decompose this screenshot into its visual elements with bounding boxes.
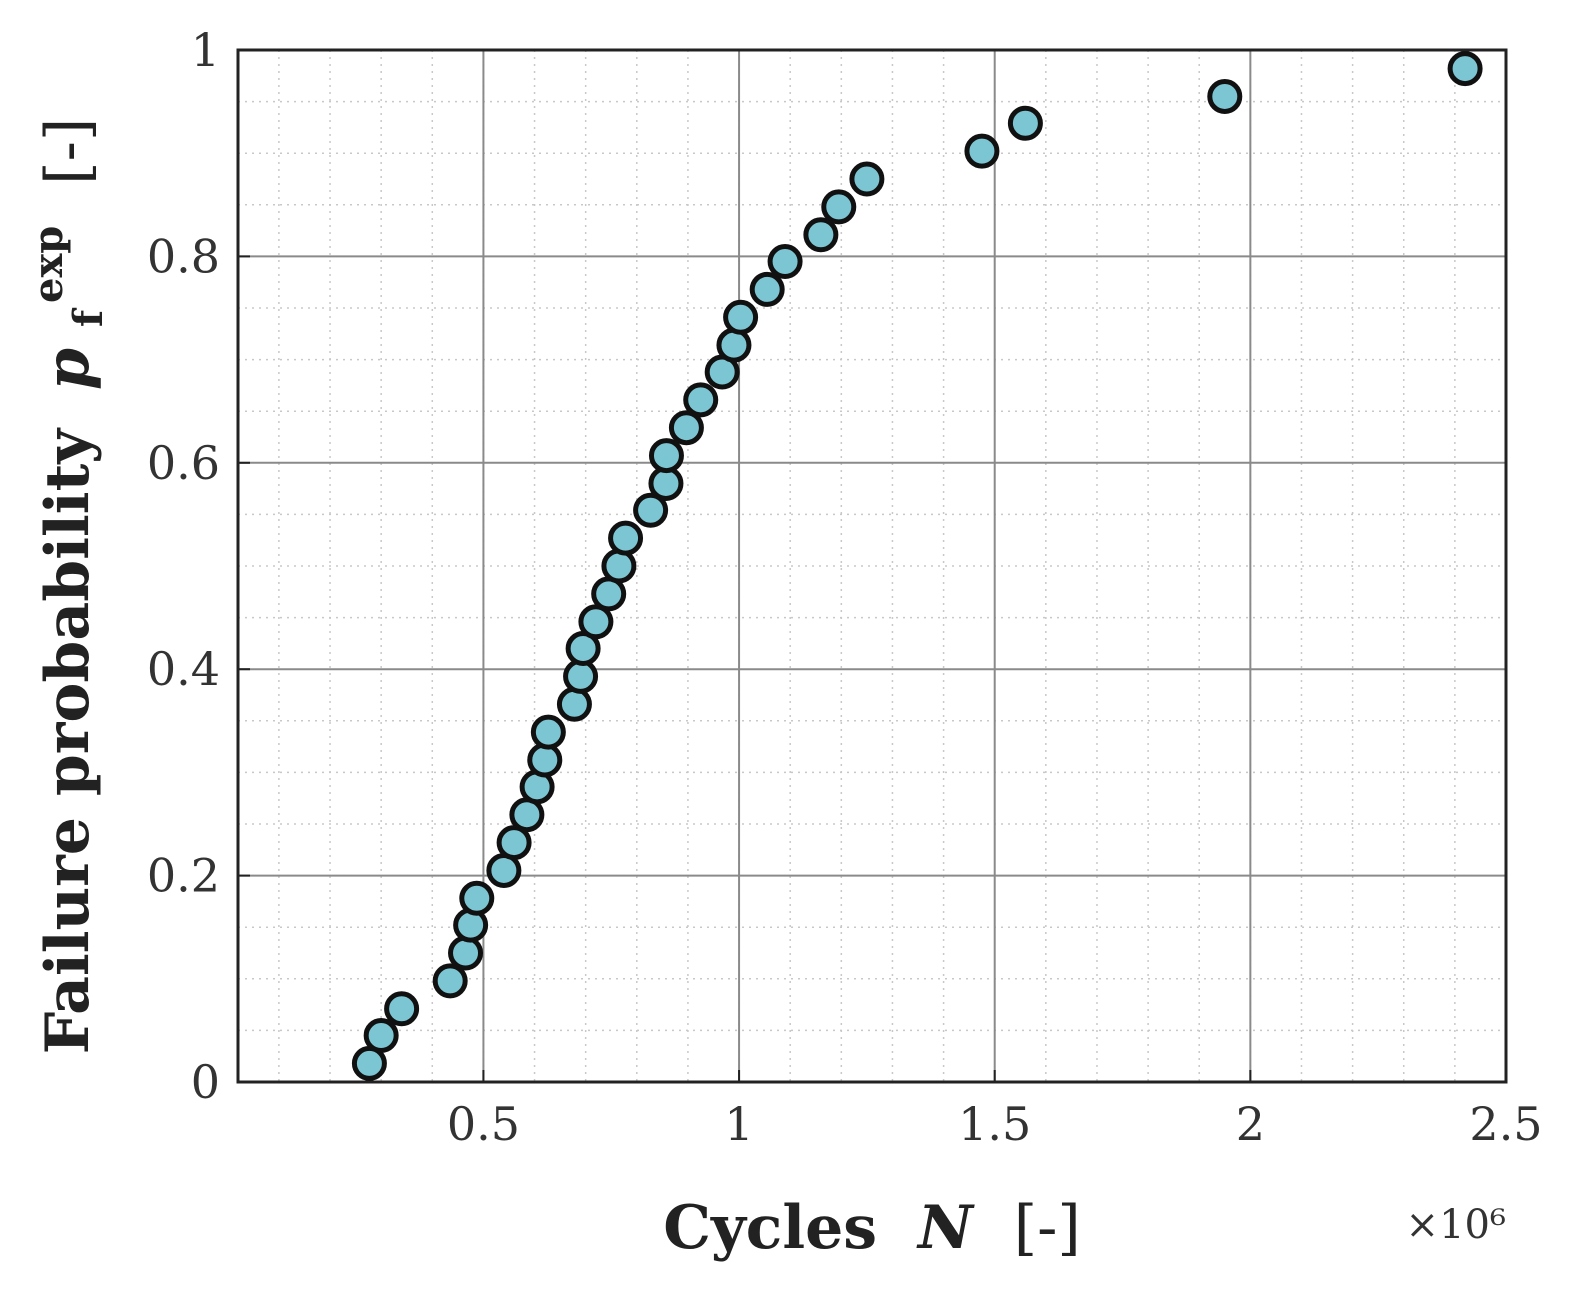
data-points <box>351 51 1483 1081</box>
y-tick-label: 0.2 <box>147 849 220 903</box>
data-point <box>496 825 532 861</box>
x-axis-ticks: 0.5 1 1.5 2 2.5 <box>447 1070 1543 1151</box>
data-point <box>964 133 1000 169</box>
y-axis-label: Failure probability p f exp [-] <box>7 118 117 1055</box>
data-point <box>363 1018 399 1054</box>
data-point <box>601 548 637 584</box>
data-point <box>608 520 644 556</box>
data-point <box>749 271 785 307</box>
minor-grid <box>238 50 1506 1082</box>
y-axis-ticks: 0 0.2 0.4 0.6 0.8 1 <box>147 23 250 1109</box>
data-point <box>384 991 420 1027</box>
y-tick-label: 0 <box>191 1055 220 1109</box>
data-point <box>563 658 599 694</box>
data-point <box>1007 105 1043 141</box>
y-tick-label: 0.8 <box>147 229 220 283</box>
data-point <box>648 438 684 474</box>
data-point <box>1447 51 1483 87</box>
data-point <box>432 963 468 999</box>
y-axis-label-variable: p <box>33 348 103 390</box>
data-point <box>803 217 839 253</box>
data-point <box>459 880 495 916</box>
x-axis-exponent: ×10⁶ <box>1406 1202 1506 1248</box>
y-tick-label: 0.4 <box>147 642 220 696</box>
data-point <box>1207 78 1243 114</box>
y-axis-label-superscript: exp <box>25 226 72 303</box>
data-point <box>578 604 614 640</box>
data-point <box>668 410 704 446</box>
data-point <box>448 935 484 971</box>
data-point <box>527 742 563 778</box>
y-tick-label: 1 <box>191 23 220 77</box>
x-axis-label-variable: N <box>916 1193 975 1263</box>
x-tick-label: 1.5 <box>958 1097 1031 1151</box>
data-point <box>633 492 669 528</box>
data-point <box>556 686 592 722</box>
major-grid <box>238 50 1506 1082</box>
data-point <box>767 244 803 280</box>
x-tick-label: 0.5 <box>447 1097 520 1151</box>
x-axis-label-text: Cycles <box>663 1193 877 1263</box>
x-axis-label: Cycles N [-] <box>663 1193 1081 1263</box>
data-point <box>821 189 857 225</box>
x-axis-label-unit: [-] <box>1014 1193 1081 1263</box>
data-point <box>716 327 752 363</box>
y-axis-label-subscript: f <box>65 307 112 327</box>
data-point <box>849 161 885 197</box>
y-axis-label-text: Failure probability <box>33 427 103 1055</box>
data-point <box>530 714 566 750</box>
data-point <box>683 382 719 418</box>
x-tick-label: 2.5 <box>1469 1097 1542 1151</box>
x-tick-label: 2 <box>1236 1097 1265 1151</box>
plot-frame <box>236 48 1508 1084</box>
data-point <box>723 299 759 335</box>
x-tick-label: 1 <box>724 1097 753 1151</box>
y-tick-label: 0.6 <box>147 436 220 490</box>
y-axis-label-unit: [-] <box>33 118 103 185</box>
